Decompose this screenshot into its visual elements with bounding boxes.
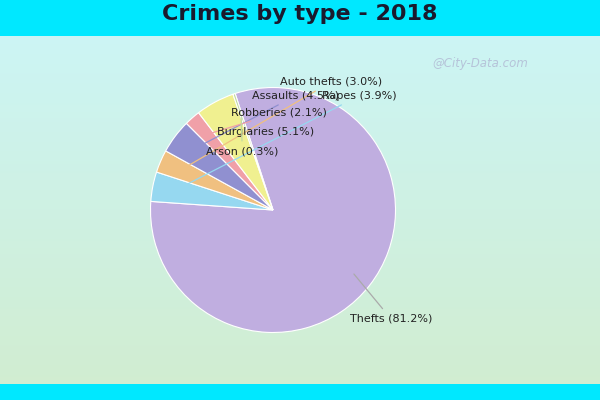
- Text: Auto thefts (3.0%): Auto thefts (3.0%): [183, 77, 382, 169]
- Text: Crimes by type - 2018: Crimes by type - 2018: [162, 4, 438, 24]
- Text: Robberies (2.1%): Robberies (2.1%): [209, 108, 327, 134]
- Text: Rapes (3.9%): Rapes (3.9%): [177, 91, 397, 190]
- Text: Assaults (4.5%): Assaults (4.5%): [195, 91, 339, 148]
- Wedge shape: [199, 94, 273, 210]
- Wedge shape: [166, 123, 273, 210]
- Text: @City-Data.com: @City-Data.com: [432, 58, 528, 70]
- Wedge shape: [233, 94, 273, 210]
- Wedge shape: [151, 88, 395, 332]
- Text: Thefts (81.2%): Thefts (81.2%): [350, 274, 432, 324]
- Wedge shape: [157, 151, 273, 210]
- Wedge shape: [151, 172, 273, 210]
- Wedge shape: [187, 113, 273, 210]
- Text: Arson (0.3%): Arson (0.3%): [206, 118, 278, 156]
- Text: Burglaries (5.1%): Burglaries (5.1%): [217, 122, 314, 137]
